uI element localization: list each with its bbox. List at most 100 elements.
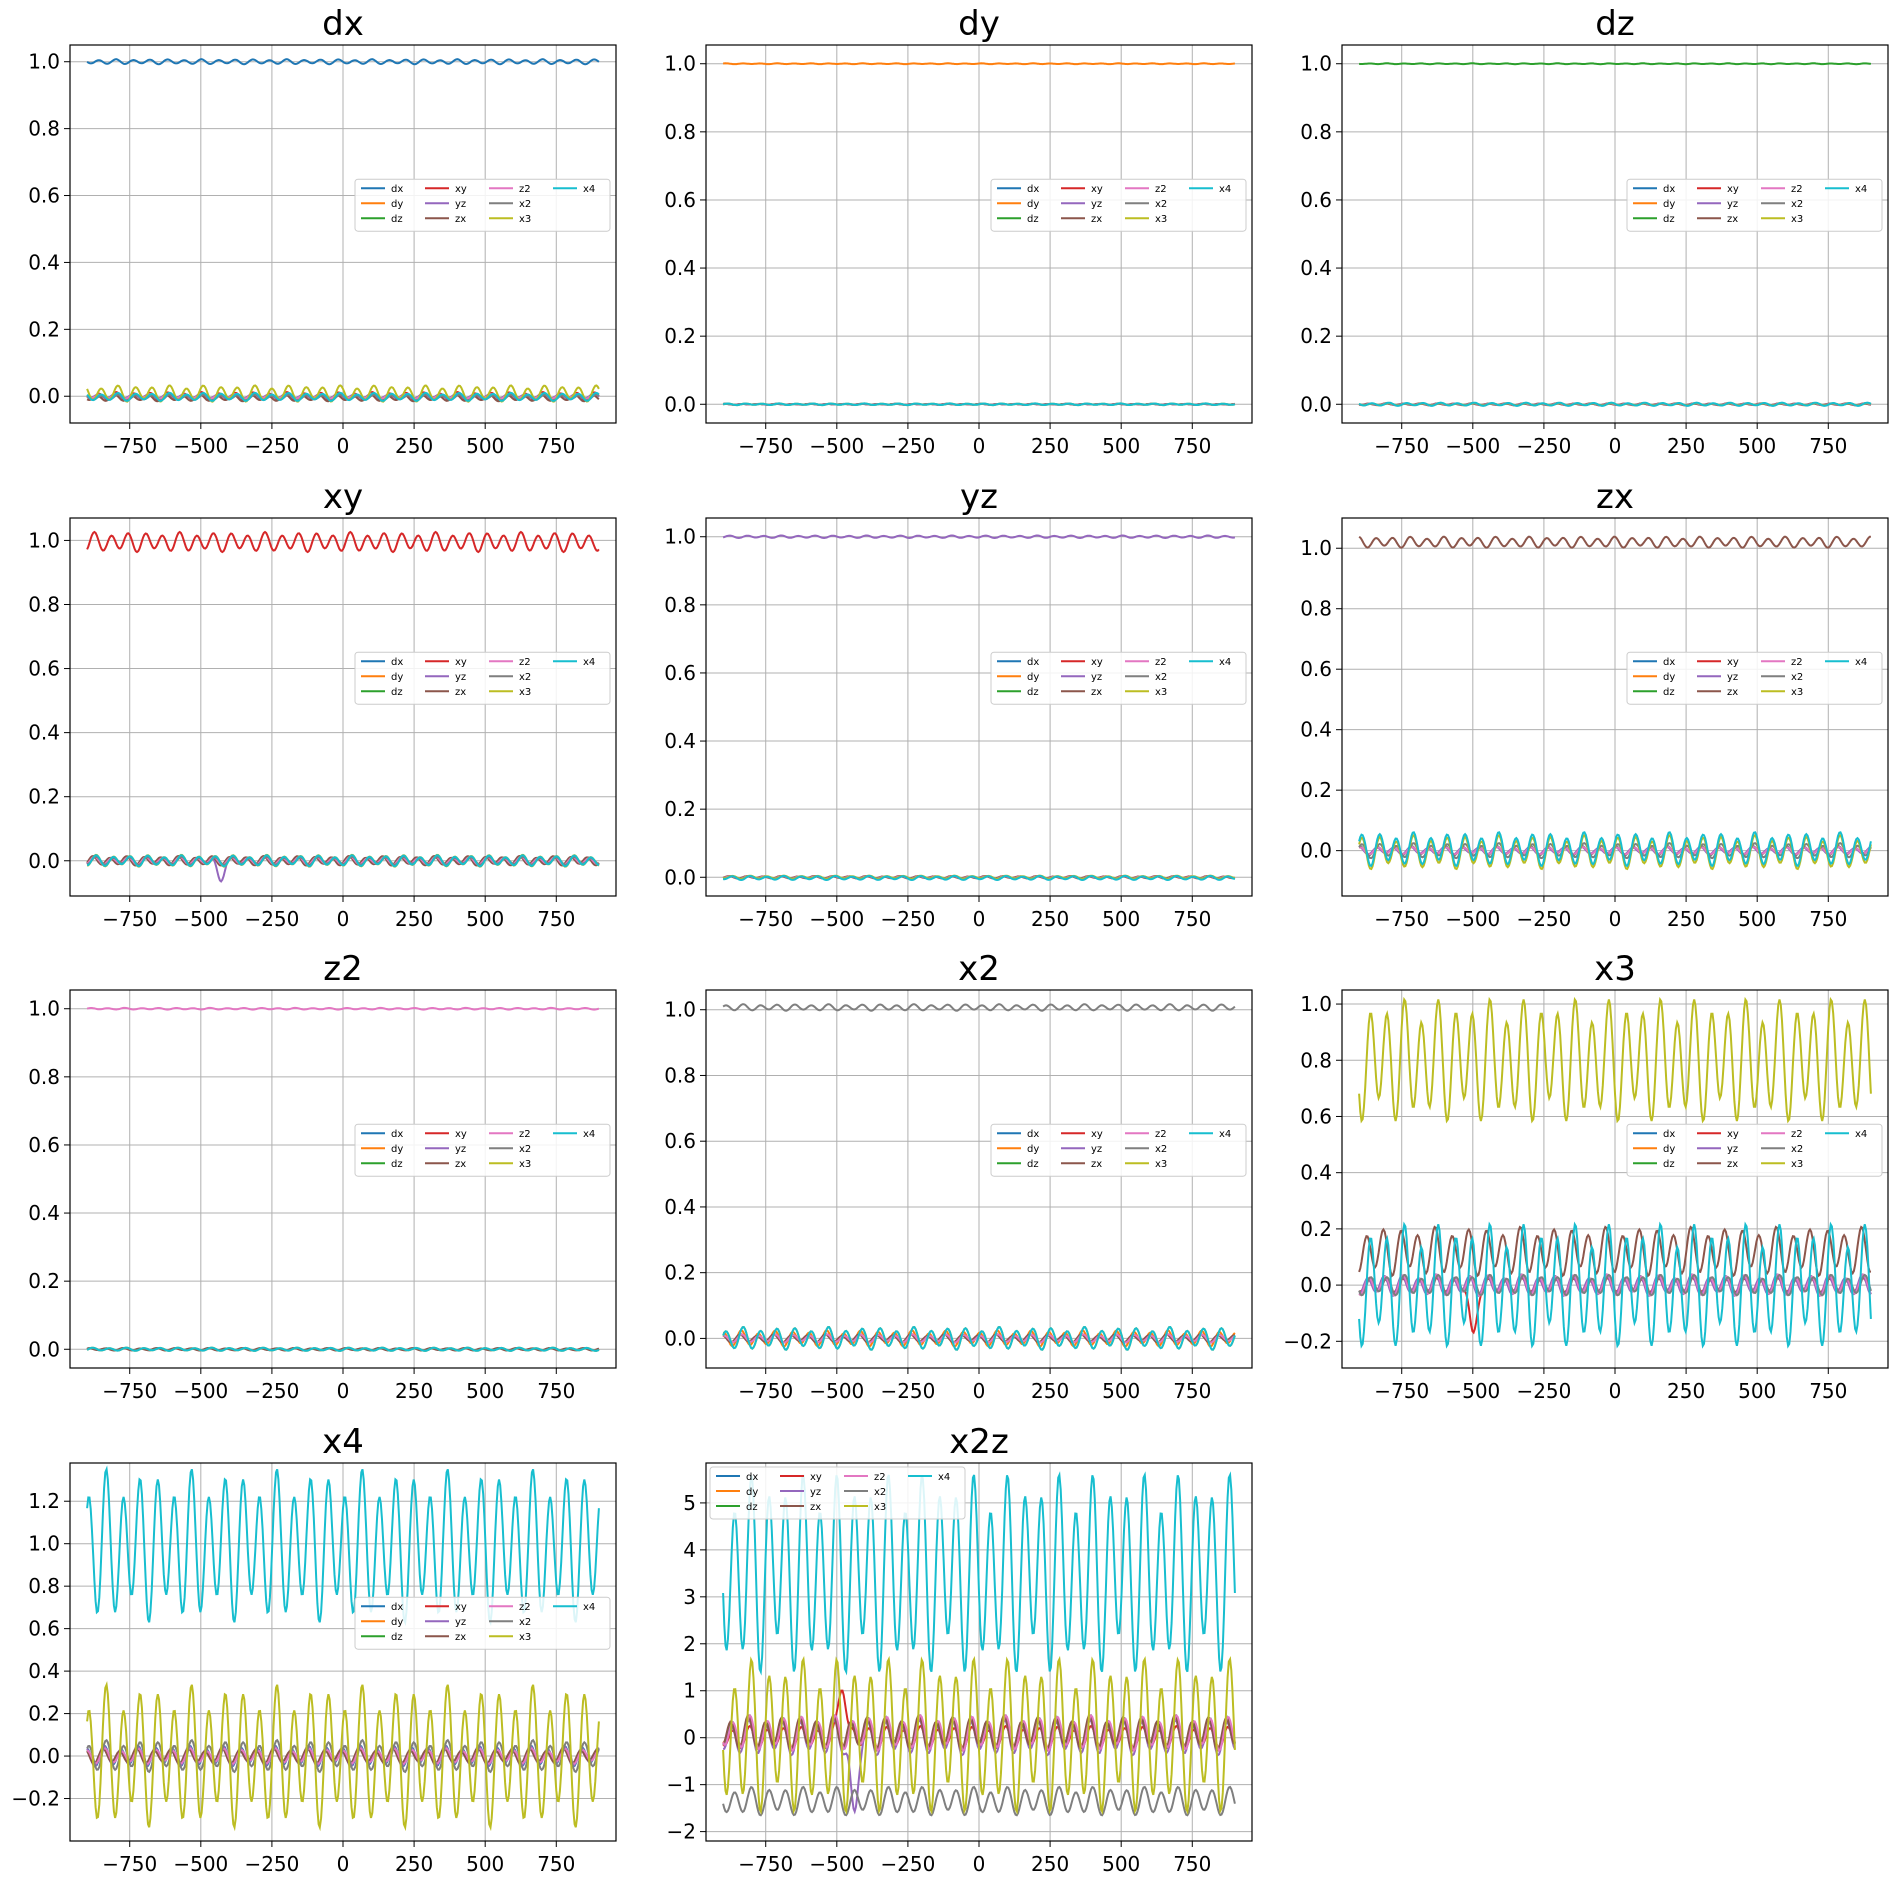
x-tick-label: 250 [1031,907,1069,931]
x-tick-label: 0 [337,1379,350,1403]
subplot-x3: x3 −750 −500 −250 0 250 500 750 −0.2 0.0 0.2 0.4 0.6… [1283,949,1889,1403]
series-line-z2 [1358,1273,1872,1297]
series-group [86,58,600,403]
legend-box [354,1123,611,1177]
legend-label-dz: dz [746,1502,758,1513]
legend-label-yz: yz [455,199,466,210]
x-tick-label: −750 [1374,907,1429,931]
y-tick-label: 0.6 [664,188,696,212]
legend-label-dy: dy [746,1487,758,1498]
x-tick-label: −500 [809,1852,864,1876]
legend-label-yz: yz [1727,1144,1738,1155]
y-tick-label: −0.2 [1283,1329,1332,1353]
legend-label-dz: dz [1663,1159,1675,1170]
y-tick-label: 4 [683,1538,696,1562]
series-group [1358,62,1872,407]
series-line-dy [723,62,1235,66]
legend-label-zx: zx [455,214,466,225]
x-tick-label: 0 [973,434,986,458]
legend-box [354,651,611,705]
y-tick-label: 0.6 [28,1133,60,1157]
legend-label-dz: dz [391,1159,403,1170]
legend-label-dx: dx [391,1602,403,1613]
y-tick-label: 3 [683,1585,696,1609]
subplot-title: x2z [949,1422,1009,1462]
legend-label-dz: dz [1027,1159,1039,1170]
legend-label-xy: xy [455,1129,467,1140]
legend-label-dz: dz [391,687,403,698]
legend-label-yz: yz [455,1617,466,1628]
x-tick-label: −500 [173,434,228,458]
y-tick-label: 0.4 [28,1659,60,1683]
y-tick-label: 5 [683,1491,696,1515]
y-tick-label: −0.2 [11,1787,60,1811]
x-tick-label: 750 [537,907,575,931]
x-tick-label: 500 [466,1852,504,1876]
legend-label-x2: x2 [1791,199,1803,210]
y-tick-label: 0.6 [1300,188,1332,212]
legend-label-dz: dz [1027,687,1039,698]
series-line-x3 [722,1655,1236,1815]
legend-box [709,1466,966,1520]
y-tick-label: 0.4 [1300,256,1332,280]
series-line-x4 [1358,831,1872,868]
y-tick-label: −2 [667,1820,696,1844]
series-group [86,1465,600,1832]
legend-label-zx: zx [455,1159,466,1170]
legend-label-x2: x2 [519,1144,531,1155]
legend-label-xy: xy [455,184,467,195]
series-line-zx [86,1347,600,1352]
legend-label-x2: x2 [519,199,531,210]
subplot-x4: x4 −750 −500 −250 0 250 500 750 −0.2 0.0 0.2 0.4 0.6… [11,1422,617,1876]
x-tick-label: 750 [1809,907,1847,931]
y-tick-label: 0.8 [1300,597,1332,621]
legend-label-x2: x2 [874,1487,886,1498]
x-tick-label: 750 [1809,434,1847,458]
legend-label-yz: yz [810,1487,821,1498]
series-line-x4 [86,1465,600,1627]
legend-label-xy: xy [1091,184,1103,195]
legend-label-dy: dy [1663,1144,1675,1155]
x-tick-label: 250 [1031,434,1069,458]
y-tick-label: 0.2 [28,1702,60,1726]
series-line-zx [1358,535,1871,549]
series-line-x2 [722,1003,1236,1012]
legend-label-x3: x3 [1791,214,1803,225]
y-tick-label: 1.0 [1300,536,1332,560]
legend-label-xy: xy [455,657,467,668]
legend-label-x3: x3 [1155,214,1167,225]
y-tick-label: 0.2 [28,785,60,809]
y-tick-label: 0.0 [1300,1273,1332,1297]
x-tick-label: 500 [1102,1379,1140,1403]
legend-label-dx: dx [1027,1129,1039,1140]
legend-label-zx: zx [1727,214,1738,225]
legend-label-zx: zx [1091,687,1102,698]
y-tick-label: 0.0 [28,849,60,873]
legend-label-z2: z2 [1155,184,1167,195]
legend-label-xy: xy [1727,184,1739,195]
subplot-x2: x2 −750 −500 −250 0 250 500 750 0.0 0.2 0.4 0.6 0.8 1… [664,949,1253,1403]
legend-label-x4: x4 [1855,657,1867,668]
legend-label-zx: zx [1727,687,1738,698]
legend-label-x3: x3 [1791,687,1803,698]
y-tick-label: 1.0 [1300,52,1332,76]
legend-label-yz: yz [1727,199,1738,210]
series-line-dz [1359,62,1872,66]
legend-label-x4: x4 [1855,184,1867,195]
legend-label-zx: zx [455,1632,466,1643]
legend: dx dy dz xy yz zx z2 x2 x3 x4 [1626,651,1883,705]
series-line-x4 [1358,401,1872,407]
subplot-title: dy [958,4,1000,44]
x-tick-label: 750 [1173,907,1211,931]
y-tick-label: 0.4 [1300,718,1332,742]
y-tick-label: 0.0 [1300,839,1332,863]
series-line-zx [1358,1225,1872,1278]
x-tick-label: 750 [1173,434,1211,458]
series-group [722,1003,1236,1351]
x-tick-label: 500 [1738,434,1776,458]
legend: dx dy dz xy yz zx z2 x2 x3 x4 [354,1123,611,1177]
x-tick-label: 0 [337,434,350,458]
subplot-title: dz [1595,4,1634,44]
x-tick-label: −750 [738,907,793,931]
x-tick-label: −500 [809,907,864,931]
